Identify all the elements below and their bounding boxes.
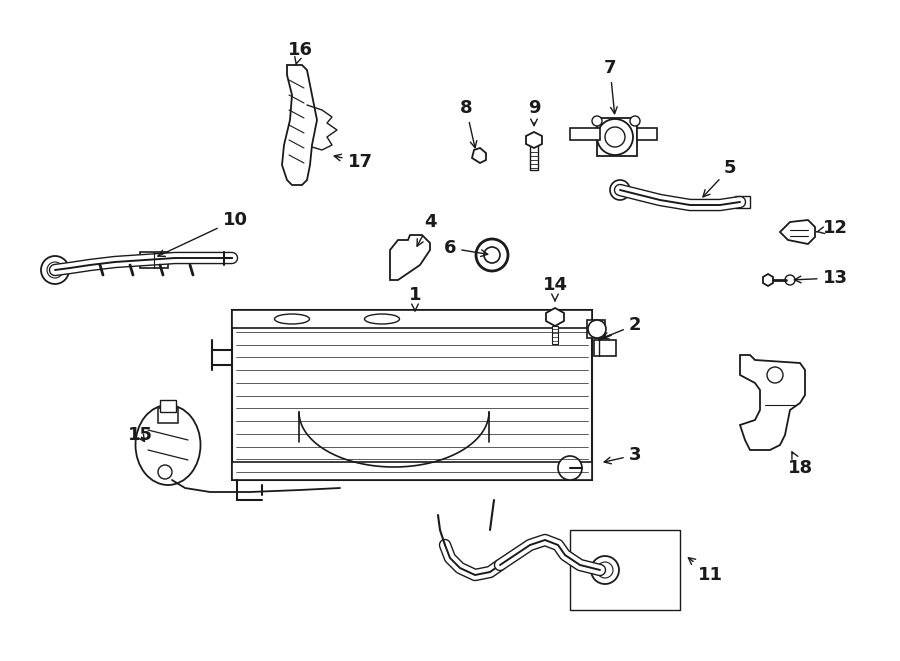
Bar [594,340,616,356]
Bar [552,326,558,344]
Bar [140,252,168,268]
Circle shape [476,239,508,271]
Ellipse shape [136,405,201,485]
Text: 13: 13 [795,269,848,287]
Bar [232,310,592,480]
Text: 11: 11 [688,558,723,584]
Polygon shape [763,274,773,286]
Circle shape [785,275,795,285]
Ellipse shape [274,314,310,324]
Text: 3: 3 [604,446,641,464]
Circle shape [592,116,602,126]
Circle shape [767,367,783,383]
Polygon shape [546,308,564,326]
Circle shape [597,119,633,155]
Text: 14: 14 [543,276,568,301]
Circle shape [605,127,625,147]
Bar [530,140,538,170]
Polygon shape [282,65,317,185]
Text: 12: 12 [817,219,848,237]
Ellipse shape [364,314,400,324]
Text: 17: 17 [334,153,373,171]
Circle shape [597,562,613,578]
Circle shape [558,456,582,480]
Bar [570,128,600,140]
Bar [160,400,176,412]
Circle shape [610,180,630,200]
Polygon shape [472,148,486,163]
Text: 9: 9 [527,99,540,126]
Circle shape [484,247,500,263]
Text: 16: 16 [287,41,312,65]
Text: 1: 1 [409,286,421,311]
Text: 18: 18 [788,452,813,477]
Bar [587,320,605,338]
Text: 6: 6 [444,239,488,257]
Bar [158,408,178,423]
Circle shape [41,256,69,284]
Polygon shape [740,355,805,450]
Polygon shape [390,235,430,280]
Polygon shape [780,220,815,244]
Text: 8: 8 [460,99,477,148]
Circle shape [158,465,172,479]
Bar [735,196,750,208]
Text: 10: 10 [158,211,248,256]
Bar [637,128,657,140]
Text: 5: 5 [703,159,736,197]
Text: 7: 7 [604,59,617,114]
Polygon shape [526,132,542,148]
Bar [232,462,592,480]
Circle shape [591,556,619,584]
Text: 4: 4 [417,213,436,246]
Circle shape [588,320,606,338]
Circle shape [630,116,640,126]
Text: 2: 2 [602,316,641,339]
Bar [232,310,592,328]
Circle shape [47,262,63,278]
Text: 15: 15 [128,426,152,444]
Bar [570,530,680,610]
Bar [597,118,637,156]
